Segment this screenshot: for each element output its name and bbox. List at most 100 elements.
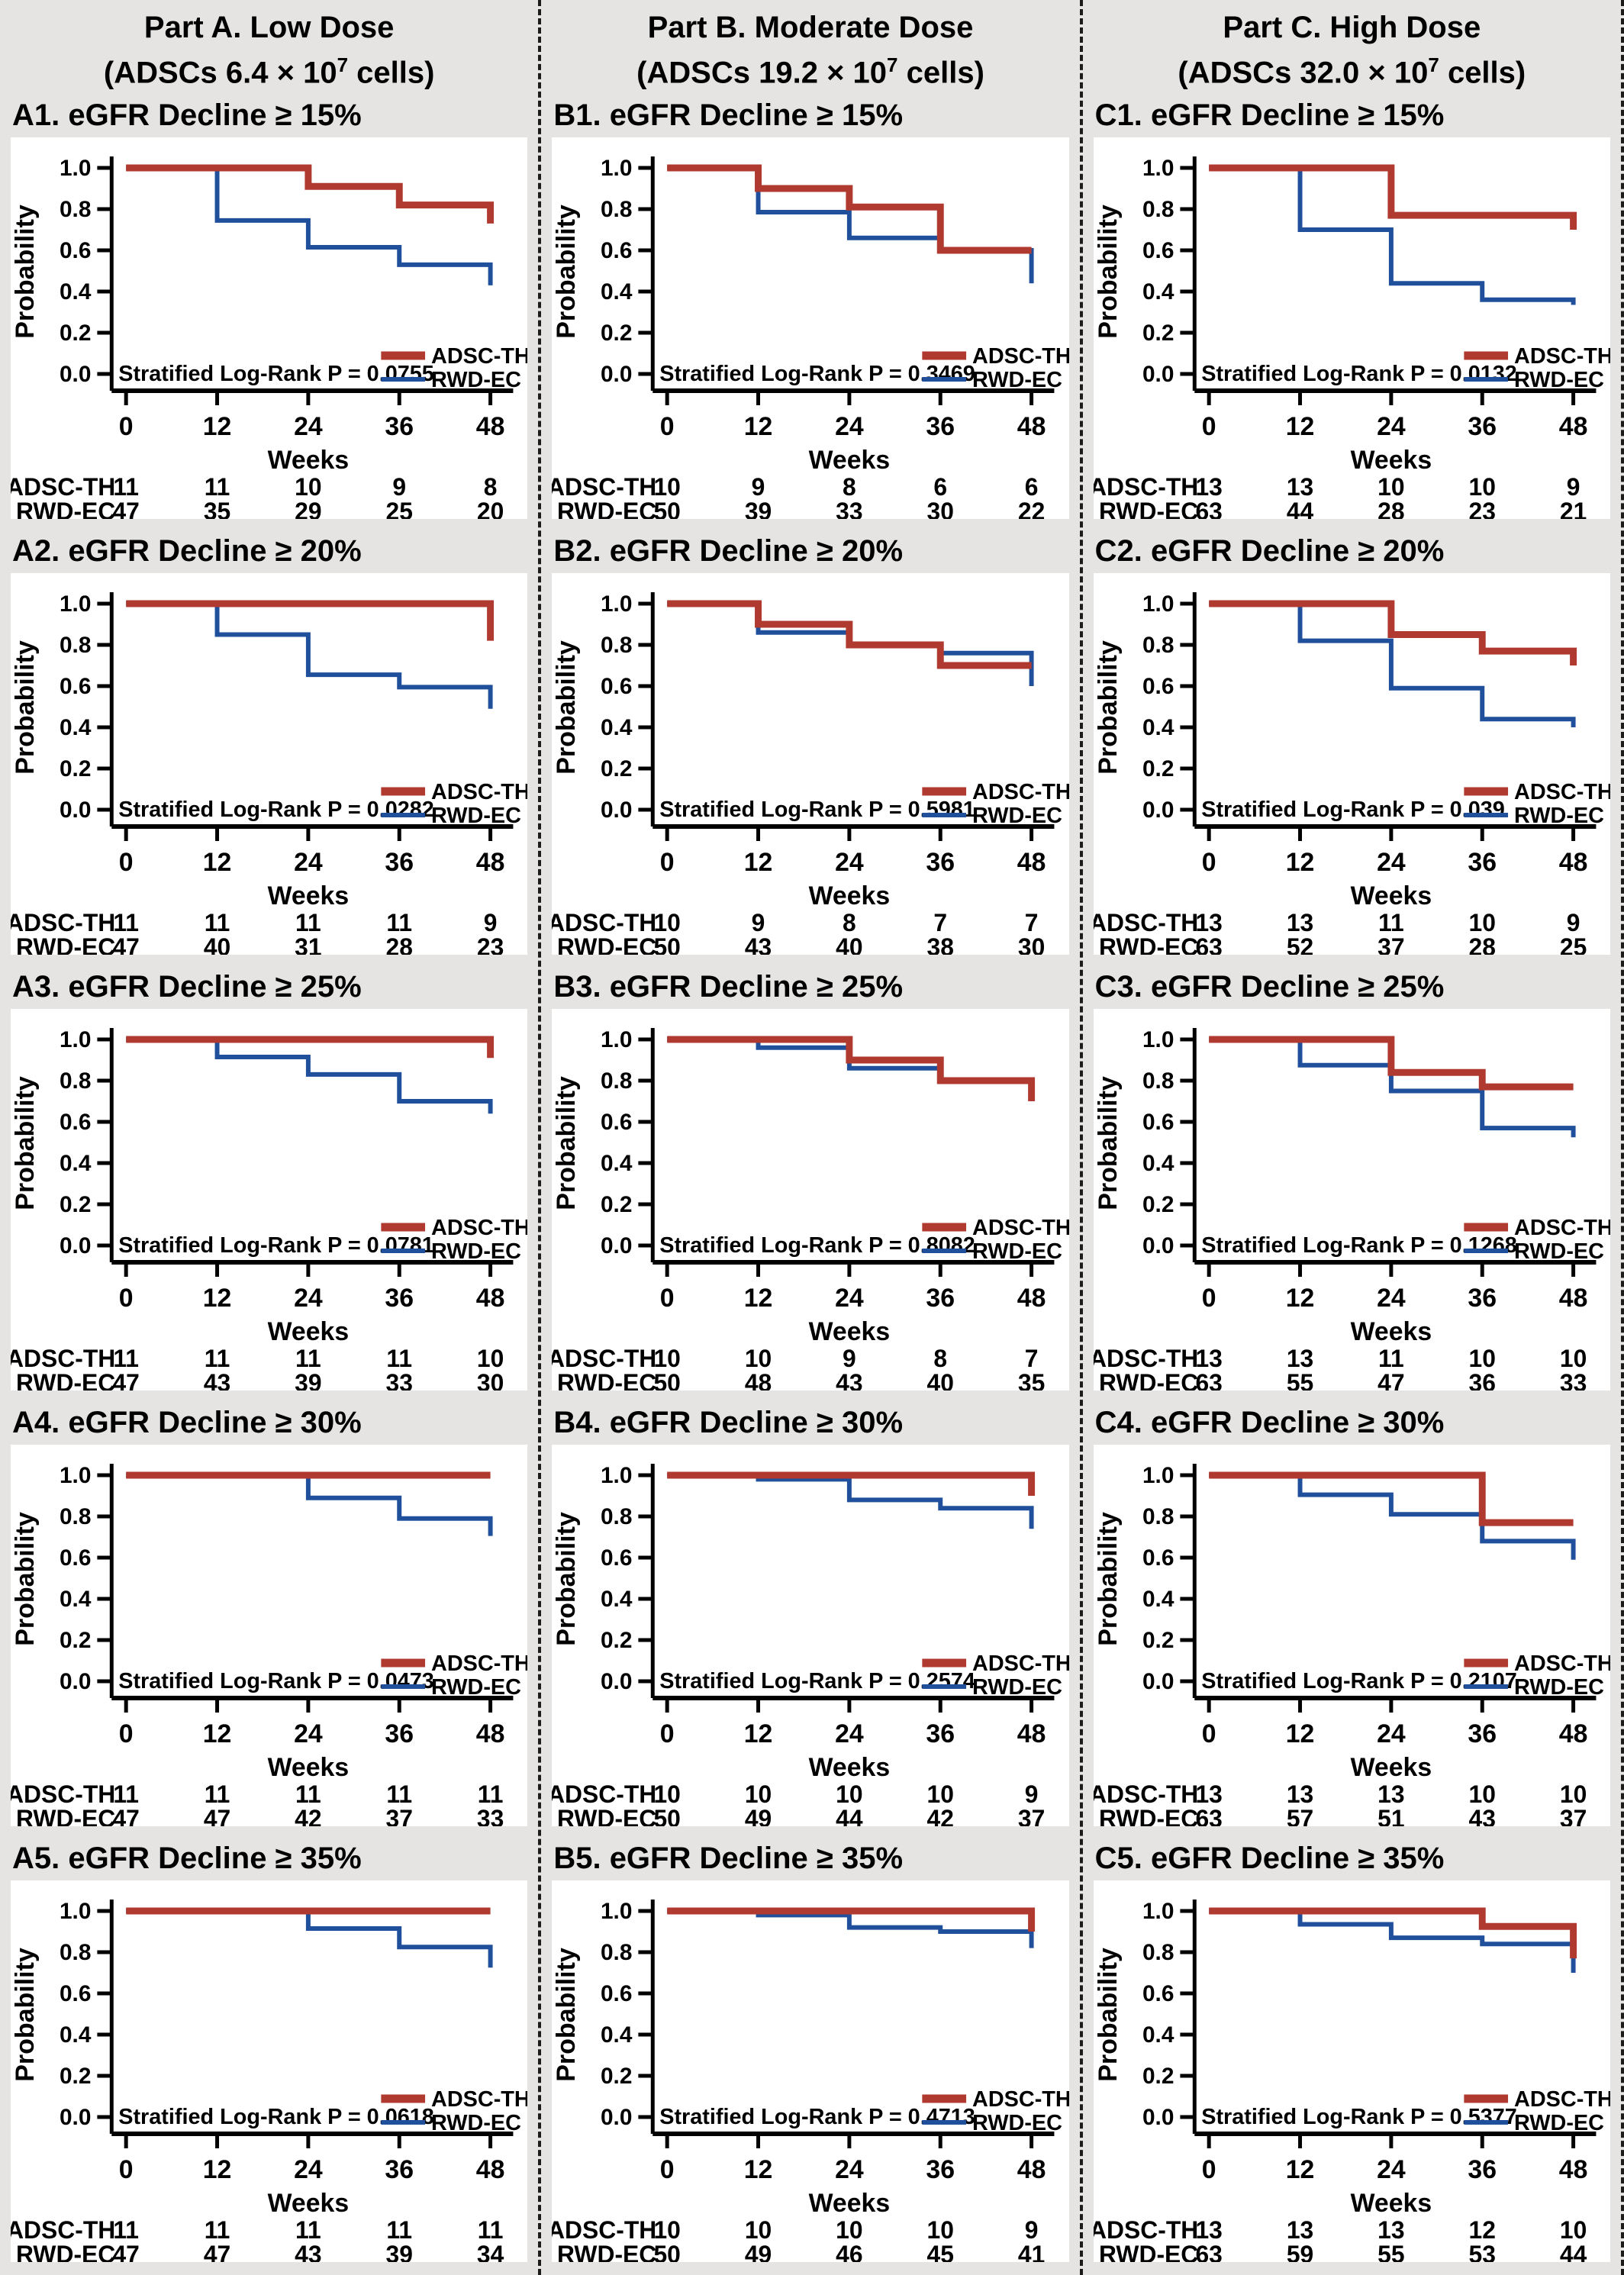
risk-count: 37 [1018, 1805, 1045, 1826]
legend-rwd-label: RWD-EC [1514, 368, 1604, 392]
y-tick-label: 0.2 [1142, 321, 1174, 346]
y-tick-label: 0.0 [601, 1669, 632, 1694]
p-value-label: Stratified Log-Rank P = 0.0132 [1201, 362, 1517, 386]
legend-adsc-label: ADSC-TH [1514, 2087, 1610, 2112]
adsc-th-curve [126, 600, 495, 641]
y-tick-label: 1.0 [1142, 591, 1174, 617]
risk-count: 42 [295, 1805, 321, 1826]
risk-count: 50 [654, 2241, 681, 2262]
y-tick-label: 0.8 [1142, 1068, 1174, 1094]
risk-count: 47 [112, 2241, 139, 2262]
adsc-th-curve [126, 164, 495, 224]
y-tick-label: 0.0 [60, 362, 91, 387]
risk-count: 10 [1560, 2216, 1587, 2244]
rwd-ec-curve [667, 1909, 1034, 1948]
y-tick-label: 0.6 [60, 1110, 91, 1135]
risk-count: 49 [745, 1805, 772, 1826]
panel-C1: C1. eGFR Decline ≥ 15% 1.0 0.8 0.6 0.4 0.2 0.0… [1083, 93, 1621, 529]
risk-count: 10 [836, 1780, 863, 1808]
risk-count: 6 [1025, 473, 1039, 501]
risk-row-label: RWD-EC [16, 1805, 115, 1826]
risk-count: 9 [752, 473, 765, 501]
risk-count: 10 [654, 909, 681, 936]
y-tick-label: 1.0 [60, 156, 91, 181]
risk-count: 11 [113, 1780, 139, 1808]
risk-count: 13 [1286, 2216, 1313, 2244]
risk-count: 57 [1286, 1805, 1313, 1826]
adsc-th-curve [1208, 600, 1577, 665]
risk-row-label: ADSC-TH [11, 473, 115, 501]
x-tick-label: 24 [294, 2155, 323, 2184]
dose-text-end: cells) [897, 56, 984, 90]
risk-count: 47 [204, 1805, 230, 1826]
legend-adsc-label: ADSC-TH [431, 1651, 527, 1676]
risk-count: 9 [484, 909, 498, 936]
rwd-ec-curve [126, 1473, 493, 1536]
y-tick-label: 0.6 [1142, 1110, 1174, 1135]
y-tick-label: 0.0 [60, 1233, 91, 1258]
risk-count: 33 [477, 1805, 504, 1826]
rwd-ec-curve [126, 1909, 493, 1968]
risk-count: 40 [204, 933, 230, 955]
plot-card-A3: 1.0 0.8 0.6 0.4 0.2 0.0 Probability 0 12 24 36 48 We… [11, 1009, 528, 1390]
risk-count: 10 [927, 2216, 954, 2244]
km-plot-B1: 1.0 0.8 0.6 0.4 0.2 0.0 Probability 0 12 24 36 48 We… [552, 156, 1068, 519]
x-tick-label: 36 [926, 1719, 955, 1748]
risk-count: 28 [1468, 933, 1495, 955]
y-tick-label: 0.8 [601, 1068, 632, 1094]
plot-card-B4: 1.0 0.8 0.6 0.4 0.2 0.0 Probability 0 12 24 36 48 We… [552, 1445, 1069, 1826]
panel-A3: A3. eGFR Decline ≥ 25% 1.0 0.8 0.6 0.4 0.2 0.0… [0, 965, 538, 1400]
x-tick-label: 36 [926, 2155, 955, 2184]
risk-count: 11 [295, 2216, 321, 2244]
legend-adsc-label: ADSC-TH [972, 344, 1068, 369]
risk-count: 10 [745, 2216, 772, 2244]
y-tick-label: 0.6 [60, 1981, 91, 2006]
y-tick-label: 0.6 [1142, 238, 1174, 263]
risk-count: 10 [654, 1345, 681, 1372]
y-tick-label: 0.4 [60, 1151, 92, 1176]
risk-row-label: ADSC-TH [552, 1345, 656, 1372]
y-tick-label: 0.2 [601, 2064, 632, 2089]
y-tick-label: 0.0 [1142, 2105, 1174, 2130]
panel-title-A5: A5. eGFR Decline ≥ 35% [12, 1841, 362, 1875]
y-tick-label: 1.0 [60, 1899, 91, 1924]
risk-count: 40 [927, 1369, 954, 1390]
legend-adsc-label: ADSC-TH [431, 344, 527, 369]
y-axis-title: Probability [11, 205, 40, 339]
risk-count: 37 [1378, 933, 1404, 955]
panel-B2: B2. eGFR Decline ≥ 20% 1.0 0.8 0.6 0.4 0.2 0.0… [541, 529, 1079, 965]
y-tick-label: 0.2 [1142, 1192, 1174, 1217]
x-tick-label: 48 [1558, 848, 1587, 877]
legend-rwd-label: RWD-EC [1514, 804, 1604, 828]
risk-count: 10 [745, 1345, 772, 1372]
x-tick-label: 0 [119, 1284, 134, 1313]
legend-adsc-label: ADSC-TH [1514, 780, 1610, 804]
legend-adsc-label: ADSC-TH [1514, 1216, 1610, 1240]
km-plot-A2: 1.0 0.8 0.6 0.4 0.2 0.0 Probability 0 12 24 36 48 We… [11, 591, 527, 955]
risk-count: 55 [1378, 2241, 1404, 2262]
x-axis-title: Weeks [1350, 1317, 1431, 1346]
risk-count: 34 [477, 2241, 504, 2262]
risk-count: 10 [654, 473, 681, 501]
x-tick-label: 24 [294, 1284, 323, 1313]
x-tick-label: 36 [385, 1719, 414, 1748]
legend-adsc-label: ADSC-TH [431, 1216, 527, 1240]
plot-card-C4: 1.0 0.8 0.6 0.4 0.2 0.0 Probability 0 12 24 36 48 We… [1093, 1445, 1610, 1826]
panel-A4: A4. eGFR Decline ≥ 30% 1.0 0.8 0.6 0.4 0.2 0.0… [0, 1400, 538, 1836]
x-tick-label: 24 [1377, 2155, 1406, 2184]
legend-adsc-label: ADSC-TH [431, 780, 527, 804]
panel-title-C3: C3. eGFR Decline ≥ 25% [1094, 969, 1445, 1004]
risk-count: 7 [934, 909, 948, 936]
risk-count: 13 [1378, 2216, 1404, 2244]
risk-count: 9 [1566, 473, 1580, 501]
y-tick-label: 0.0 [601, 798, 632, 823]
y-tick-label: 1.0 [601, 1899, 632, 1924]
plot-card-A4: 1.0 0.8 0.6 0.4 0.2 0.0 Probability 0 12 24 36 48 We… [11, 1445, 528, 1826]
risk-count: 43 [1468, 1805, 1495, 1826]
plot-card-C1: 1.0 0.8 0.6 0.4 0.2 0.0 Probability 0 12 24 36 48 We… [1093, 137, 1610, 519]
y-tick-label: 0.8 [601, 633, 632, 658]
y-tick-label: 0.8 [601, 1940, 632, 1965]
risk-count: 63 [1195, 2241, 1222, 2262]
x-axis-title: Weeks [1350, 446, 1431, 475]
risk-row-label: ADSC-TH [11, 909, 115, 936]
